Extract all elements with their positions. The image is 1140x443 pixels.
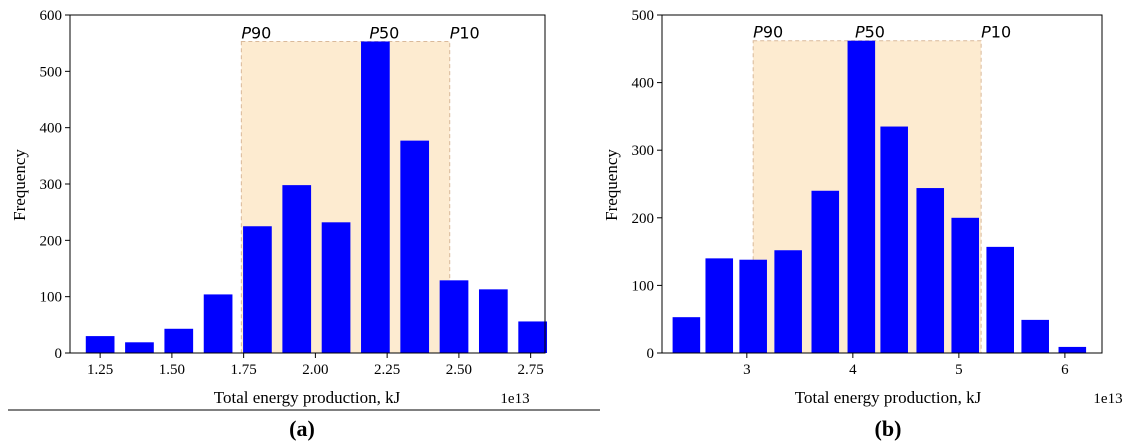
histogram-bar: [739, 259, 767, 353]
histogram-bar: [282, 185, 312, 353]
y-tick-label: 200: [632, 211, 655, 227]
x-tick-label: 3: [743, 362, 751, 378]
offset-text: 1e13: [1093, 391, 1122, 407]
histogram-bar: [811, 190, 840, 353]
y-tick-label: 200: [40, 233, 63, 249]
panel-caption: (b): [875, 416, 902, 441]
histogram-bar: [880, 126, 908, 353]
percentile-label: P50: [369, 23, 399, 42]
histogram-bar: [361, 41, 390, 354]
panel-caption: (a): [289, 416, 315, 441]
y-tick-label: 300: [632, 143, 655, 159]
y-tick-label: 0: [55, 346, 63, 362]
x-tick-label: 2.50: [446, 362, 472, 378]
histogram-bar: [321, 222, 351, 353]
chart-panel-b: Frequency Total energy production, kJ 1e…: [602, 8, 1123, 441]
x-axis-label: Total energy production, kJ: [214, 388, 401, 407]
y-tick-label: 100: [632, 278, 655, 294]
y-axis-label: Frequency: [10, 149, 29, 221]
x-tick-label: 2.25: [374, 362, 400, 378]
x-tick-label: 6: [1061, 362, 1069, 378]
x-tick-label: 5: [955, 362, 963, 378]
axes-frame: [661, 14, 1103, 354]
offset-text: 1e13: [500, 391, 529, 407]
histogram-bar: [916, 188, 945, 353]
x-tick-label: 1.50: [159, 362, 185, 378]
x-tick-label: 1.25: [87, 362, 113, 378]
y-tick-label: 500: [632, 8, 655, 24]
histogram-bar: [1058, 346, 1087, 353]
y-tick-label: 100: [40, 290, 63, 306]
chart-panel-a: Frequency Total energy production, kJ 1e…: [8, 8, 600, 441]
x-tick-label: 1.75: [231, 362, 257, 378]
percentile-label: P90: [753, 23, 783, 42]
y-tick-label: 600: [40, 8, 63, 24]
x-tick-label: 2.75: [518, 362, 544, 378]
histogram-bar: [439, 280, 469, 353]
percentile-label: P50: [855, 23, 885, 42]
y-axis-label: Frequency: [602, 149, 621, 221]
x-tick-label: 2.00: [302, 362, 328, 378]
histogram-bar: [774, 250, 802, 353]
percentile-label: P10: [450, 23, 480, 42]
histogram-bar: [243, 226, 272, 353]
x-axis-label: Total energy production, kJ: [795, 388, 982, 407]
y-tick-label: 300: [40, 177, 63, 193]
y-tick-label: 0: [647, 346, 655, 362]
x-tick-label: 4: [849, 362, 857, 378]
histogram-bar: [125, 342, 154, 353]
histogram-bar: [951, 217, 980, 353]
histogram-bar: [847, 40, 876, 354]
histogram-bar: [1021, 319, 1049, 353]
histogram-bar: [85, 336, 115, 353]
histogram-bar: [203, 294, 233, 353]
histogram-bar: [672, 317, 701, 353]
percentile-label: P10: [981, 23, 1011, 42]
percentile-label: P90: [241, 23, 271, 42]
y-tick-label: 400: [632, 76, 655, 92]
y-tick-label: 400: [40, 121, 63, 137]
histogram-bar: [986, 246, 1014, 353]
histogram-bar: [705, 258, 734, 353]
y-tick-label: 500: [40, 64, 63, 80]
histogram-bar: [478, 289, 508, 353]
histogram-bar: [400, 140, 430, 353]
histogram-bar: [164, 328, 194, 353]
histogram-bar: [518, 321, 548, 353]
